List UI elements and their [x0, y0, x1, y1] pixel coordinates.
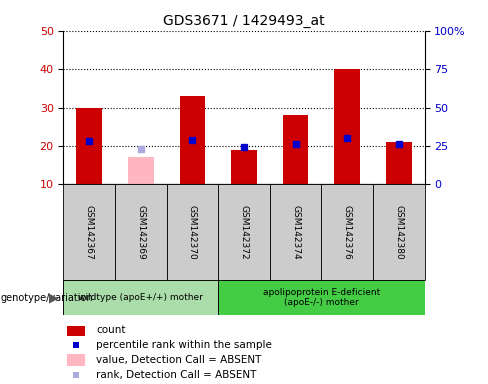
- Text: genotype/variation: genotype/variation: [0, 293, 93, 303]
- Bar: [76, 108, 102, 184]
- Text: GSM142372: GSM142372: [240, 205, 248, 260]
- Bar: [63, 184, 115, 280]
- Text: GSM142367: GSM142367: [85, 205, 94, 260]
- Text: ▶: ▶: [49, 291, 59, 304]
- Text: percentile rank within the sample: percentile rank within the sample: [96, 340, 272, 350]
- Bar: [115, 184, 166, 280]
- Text: GSM142369: GSM142369: [136, 205, 145, 260]
- Bar: [373, 184, 425, 280]
- Bar: [67, 354, 85, 366]
- Bar: [166, 184, 218, 280]
- Bar: [270, 184, 322, 280]
- Text: GSM142376: GSM142376: [343, 205, 352, 260]
- Title: GDS3671 / 1429493_at: GDS3671 / 1429493_at: [163, 14, 325, 28]
- Bar: [386, 142, 412, 184]
- Bar: [218, 280, 425, 315]
- Bar: [67, 324, 85, 336]
- Text: GSM142380: GSM142380: [394, 205, 403, 260]
- Bar: [63, 280, 218, 315]
- Text: apolipoprotein E-deficient
(apoE-/-) mother: apolipoprotein E-deficient (apoE-/-) mot…: [263, 288, 380, 307]
- Bar: [180, 96, 205, 184]
- Bar: [283, 115, 308, 184]
- Bar: [334, 69, 360, 184]
- Text: count: count: [96, 325, 125, 335]
- Text: wildtype (apoE+/+) mother: wildtype (apoE+/+) mother: [79, 293, 203, 302]
- Text: GSM142370: GSM142370: [188, 205, 197, 260]
- Text: rank, Detection Call = ABSENT: rank, Detection Call = ABSENT: [96, 370, 256, 380]
- Bar: [231, 150, 257, 184]
- Bar: [218, 184, 270, 280]
- Bar: [322, 184, 373, 280]
- Text: GSM142374: GSM142374: [291, 205, 300, 260]
- Text: value, Detection Call = ABSENT: value, Detection Call = ABSENT: [96, 355, 261, 365]
- Bar: [128, 157, 154, 184]
